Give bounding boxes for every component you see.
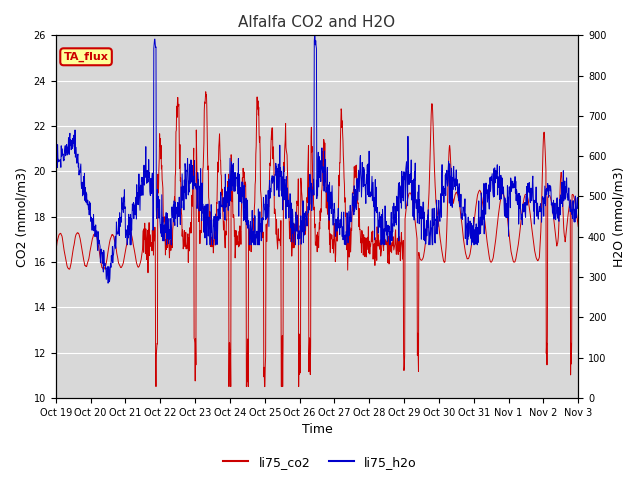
li75_co2 xyxy=(202,89,209,95)
X-axis label: Time: Time xyxy=(301,423,332,436)
li75_h2o xyxy=(513,189,521,194)
li75_co2 xyxy=(574,224,582,229)
li75_co2 xyxy=(156,131,163,137)
li75_h2o xyxy=(104,280,112,286)
Line: li75_co2: li75_co2 xyxy=(56,92,578,386)
li75_co2 xyxy=(513,250,521,256)
li75_h2o xyxy=(168,213,176,218)
li75_h2o xyxy=(311,33,319,39)
li75_co2 xyxy=(168,245,176,251)
li75_co2 xyxy=(467,247,475,252)
li75_h2o xyxy=(399,194,406,200)
Y-axis label: H2O (mmol/m3): H2O (mmol/m3) xyxy=(612,167,625,267)
Y-axis label: CO2 (mmol/m3): CO2 (mmol/m3) xyxy=(15,167,28,266)
Title: Alfalfa CO2 and H2O: Alfalfa CO2 and H2O xyxy=(239,15,396,30)
li75_h2o xyxy=(574,196,582,202)
li75_h2o xyxy=(156,197,163,203)
Line: li75_h2o: li75_h2o xyxy=(56,36,578,283)
Legend: li75_co2, li75_h2o: li75_co2, li75_h2o xyxy=(218,451,422,474)
li75_co2 xyxy=(227,152,235,157)
li75_h2o xyxy=(52,165,60,171)
li75_co2 xyxy=(52,248,60,254)
li75_h2o xyxy=(227,179,235,184)
Text: TA_flux: TA_flux xyxy=(63,52,109,62)
li75_co2 xyxy=(399,256,406,262)
li75_co2 xyxy=(152,384,160,389)
li75_h2o xyxy=(467,235,475,241)
